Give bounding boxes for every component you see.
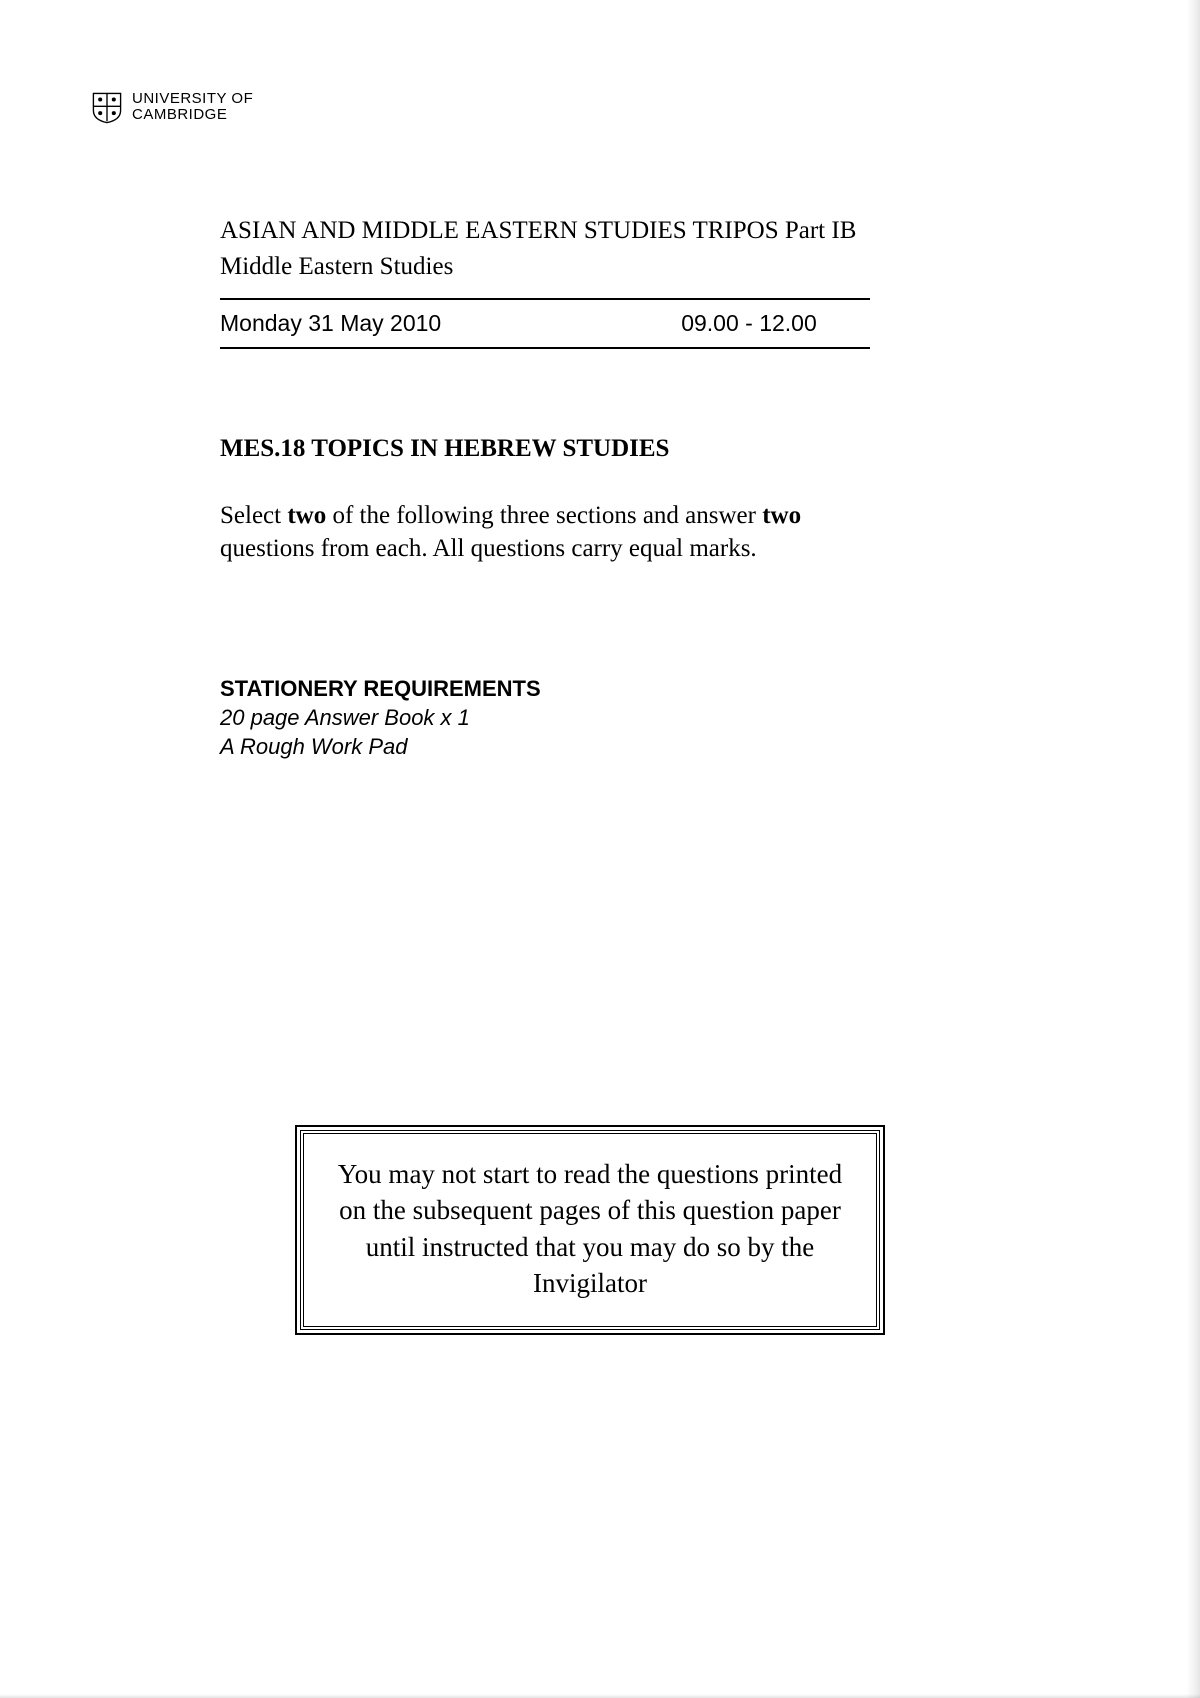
stationery-heading: STATIONERY REQUIREMENTS: [220, 676, 870, 702]
scan-artifact-bottom: [0, 1694, 1200, 1698]
logo-line-1: UNIVERSITY OF: [132, 91, 253, 107]
university-logo: UNIVERSITY OF CAMBRIDGE: [90, 90, 1100, 124]
horizontal-rule-top: [220, 298, 870, 300]
invigilator-notice: You may not start to read the questions …: [300, 1130, 880, 1330]
content-area: ASIAN AND MIDDLE EASTERN STUDIES TRIPOS …: [90, 214, 1100, 761]
exam-date: Monday 31 May 2010: [220, 310, 441, 337]
stationery-item-1: 20 page Answer Book x 1: [220, 704, 870, 733]
university-name: UNIVERSITY OF CAMBRIDGE: [132, 91, 253, 123]
exam-time: 09.00 - 12.00: [681, 310, 817, 337]
subject-line: Middle Eastern Studies: [220, 250, 870, 284]
cambridge-crest-icon: [90, 90, 124, 124]
date-time-row: Monday 31 May 2010 09.00 - 12.00: [220, 310, 870, 337]
stationery-item-2: A Rough Work Pad: [220, 733, 870, 762]
notice-wrapper: You may not start to read the questions …: [300, 1130, 880, 1330]
tripos-title: ASIAN AND MIDDLE EASTERN STUDIES TRIPOS …: [220, 214, 870, 248]
horizontal-rule-bottom: [220, 347, 870, 349]
scan-artifact-right: [1186, 0, 1200, 1698]
exam-paper-page: UNIVERSITY OF CAMBRIDGE ASIAN AND MIDDLE…: [0, 0, 1200, 1698]
paper-instructions: Select two of the following three sectio…: [220, 499, 870, 567]
logo-line-2: CAMBRIDGE: [132, 107, 253, 123]
paper-code-title: MES.18 TOPICS IN HEBREW STUDIES: [220, 435, 870, 463]
